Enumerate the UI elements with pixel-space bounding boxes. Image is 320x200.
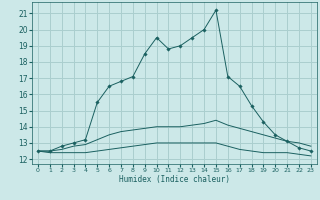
X-axis label: Humidex (Indice chaleur): Humidex (Indice chaleur): [119, 175, 230, 184]
